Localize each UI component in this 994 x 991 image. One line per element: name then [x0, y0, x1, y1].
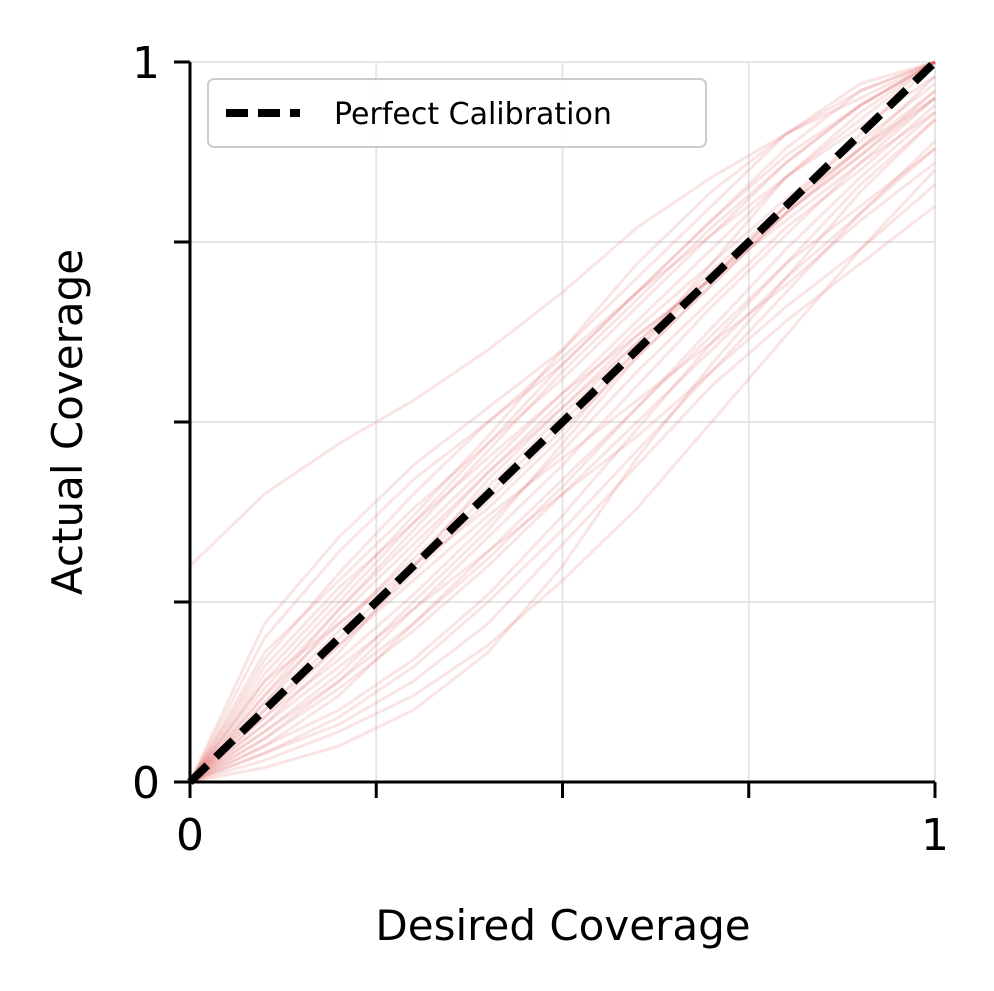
perfect-calibration-line	[187, 59, 938, 785]
series-line-26	[189, 140, 937, 784]
series-line-6	[189, 204, 936, 784]
series-line-8	[188, 60, 936, 783]
series-line-3	[189, 147, 936, 784]
series-line-24	[188, 161, 936, 784]
series-line-5	[188, 60, 936, 783]
series-line-21	[189, 75, 937, 784]
series-line-16	[188, 60, 936, 783]
legend: Perfect Calibration	[207, 78, 707, 148]
series-line-4	[189, 89, 936, 784]
series-line-13	[189, 168, 937, 784]
series-line-18	[188, 60, 936, 783]
y-axis-title: Actual Coverage	[43, 249, 92, 595]
series-line-27	[188, 75, 936, 783]
x-axis-title: Desired Coverage	[375, 901, 750, 950]
x-tick-label-4: 1	[921, 810, 949, 861]
series-line-20	[188, 96, 936, 783]
y-tick-label-0: 0	[132, 758, 160, 809]
series-line-1	[188, 60, 936, 568]
series-line-9	[189, 104, 936, 784]
legend-box	[207, 78, 707, 148]
legend-label-perfect-calibration: Perfect Calibration	[334, 97, 612, 132]
series-line-0	[189, 118, 937, 784]
series-line-15	[189, 89, 936, 784]
series-line-28	[189, 111, 936, 784]
series-line-7	[188, 60, 936, 783]
series-line-17	[189, 183, 936, 784]
y-tick-label-4: 1	[132, 38, 160, 89]
series-line-12	[188, 111, 936, 783]
series-line-10	[189, 96, 936, 784]
series-line-23	[189, 147, 936, 784]
series-line-22	[188, 60, 936, 783]
series-line-29	[188, 96, 936, 784]
axes: 0 1 0 1	[132, 38, 949, 861]
reference-line-group	[187, 59, 938, 785]
series-line-19	[189, 118, 936, 784]
series-line-25	[188, 60, 936, 783]
x-tick-label-0: 0	[176, 810, 204, 861]
series-line-2	[188, 60, 936, 783]
